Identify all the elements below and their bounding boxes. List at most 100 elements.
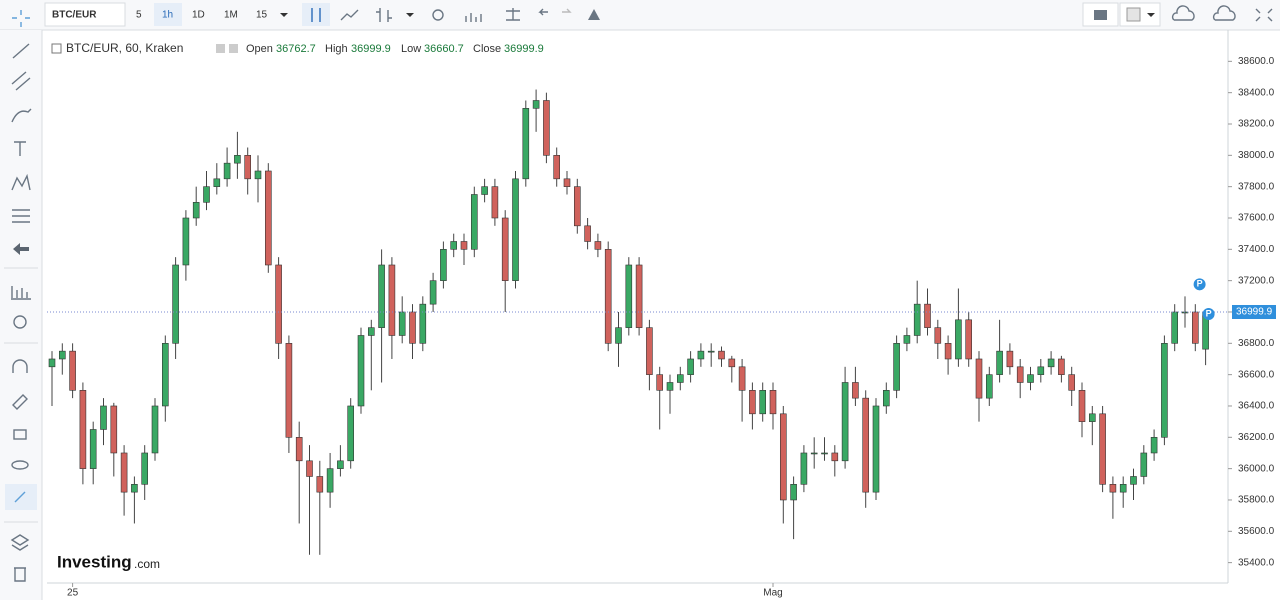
candle-body — [913, 303, 921, 336]
candle-body — [1078, 390, 1086, 422]
candle-body — [234, 155, 241, 164]
bar-icon[interactable] — [376, 8, 392, 22]
interval[interactable]: 5 — [136, 10, 142, 21]
candle-body — [58, 350, 66, 360]
legend-value: 36999.9 — [351, 43, 391, 55]
candle-body — [831, 452, 839, 462]
candle-body — [192, 202, 200, 219]
candle-body — [625, 264, 633, 328]
channel-icon[interactable] — [11, 71, 31, 91]
redo-icon[interactable] — [562, 8, 572, 13]
candle-body — [429, 280, 437, 305]
indicators-icon[interactable] — [465, 13, 482, 22]
fullscreen-icon[interactable] — [1255, 8, 1273, 22]
candle-body — [151, 405, 159, 454]
collapse-button[interactable] — [51, 43, 62, 54]
symbol[interactable]: BTC/EUR — [52, 10, 97, 21]
candle-body — [501, 217, 509, 281]
lock-icon[interactable] — [13, 429, 27, 440]
y-tick-label: 36400.0 — [1238, 401, 1275, 412]
candle-body — [275, 264, 282, 344]
interval[interactable]: 1h — [162, 10, 173, 21]
y-tick-label: 37200.0 — [1238, 275, 1275, 286]
candle-body — [604, 249, 612, 344]
dropdown[interactable] — [280, 13, 288, 17]
magnet-icon[interactable] — [12, 359, 28, 373]
candle-body — [316, 476, 324, 493]
candle-body — [337, 460, 344, 469]
candle-body — [738, 366, 746, 391]
fib-icon[interactable] — [12, 209, 30, 223]
interval[interactable]: 1D — [192, 10, 205, 21]
candle-body — [1058, 358, 1065, 375]
candle-body — [553, 155, 561, 180]
candle-body — [996, 350, 1003, 375]
cloud-down-icon[interactable] — [1171, 5, 1195, 21]
text-icon[interactable] — [14, 141, 26, 156]
candle-body — [460, 241, 468, 250]
dropdown[interactable] — [406, 13, 414, 17]
symbol-box[interactable] — [44, 2, 126, 27]
badge — [1193, 278, 1206, 291]
candle-body — [718, 350, 725, 360]
candle-body — [203, 186, 210, 203]
legend-label: Close — [473, 43, 501, 55]
y-tick-label: 35400.0 — [1238, 557, 1275, 568]
top-toolbar — [0, 0, 1280, 30]
compare-icon[interactable] — [506, 8, 520, 21]
legend-button[interactable] — [229, 44, 238, 53]
candle-body — [470, 194, 478, 250]
candle-body — [872, 405, 880, 493]
crosshair-icon[interactable] — [12, 10, 30, 27]
candle-body — [821, 452, 828, 455]
zoom-icon[interactable] — [13, 315, 27, 329]
legend-label: High — [325, 43, 348, 55]
candle-body — [543, 100, 550, 156]
settings-icon[interactable] — [432, 9, 444, 21]
candle-body — [728, 358, 736, 368]
candle-body — [985, 374, 993, 399]
candle-body — [378, 264, 385, 328]
brush-icon[interactable] — [11, 108, 32, 123]
dropdown[interactable] — [1147, 13, 1155, 17]
undo-icon[interactable] — [538, 8, 548, 16]
candle-body — [450, 241, 458, 250]
legend-label: Open — [246, 43, 273, 55]
measure-icon[interactable] — [11, 286, 31, 300]
candle-body — [924, 303, 931, 328]
legend-button[interactable] — [216, 44, 225, 53]
candle-body — [347, 405, 355, 462]
candle-body — [120, 452, 128, 493]
y-tick-label: 36000.0 — [1238, 463, 1275, 474]
candle-icon[interactable] — [311, 8, 321, 22]
alert-icon[interactable] — [588, 9, 600, 20]
back-icon[interactable] — [13, 243, 29, 255]
interval[interactable]: 1M — [224, 10, 238, 21]
layers-icon[interactable] — [10, 534, 30, 551]
line-icon[interactable] — [340, 9, 359, 21]
candle-body — [419, 303, 427, 344]
lock-draw-icon[interactable] — [12, 394, 28, 410]
link-icon — [14, 491, 26, 503]
pattern-icon[interactable] — [11, 173, 31, 191]
candle-body — [965, 319, 973, 360]
cloud-up-icon[interactable] — [1212, 5, 1236, 21]
candle-body — [893, 343, 900, 391]
y-tick-label: 38200.0 — [1238, 119, 1275, 130]
trash-icon[interactable] — [14, 567, 26, 582]
trendline-icon[interactable] — [12, 43, 30, 59]
y-tick-label: 38400.0 — [1238, 87, 1275, 98]
visibility-icon[interactable] — [11, 460, 29, 470]
candle-body — [89, 429, 97, 469]
link-button[interactable] — [5, 484, 37, 510]
y-tick-label: 37800.0 — [1238, 181, 1275, 192]
candle-body — [131, 484, 138, 493]
candle-body — [79, 390, 87, 469]
candle-body — [841, 382, 849, 462]
candle-body — [357, 335, 365, 407]
chart-type-button[interactable] — [302, 3, 330, 26]
interval[interactable]: 15 — [256, 10, 268, 21]
candle-body — [223, 162, 231, 180]
logo-brand: Investing — [57, 552, 132, 571]
candle-body — [182, 217, 190, 266]
